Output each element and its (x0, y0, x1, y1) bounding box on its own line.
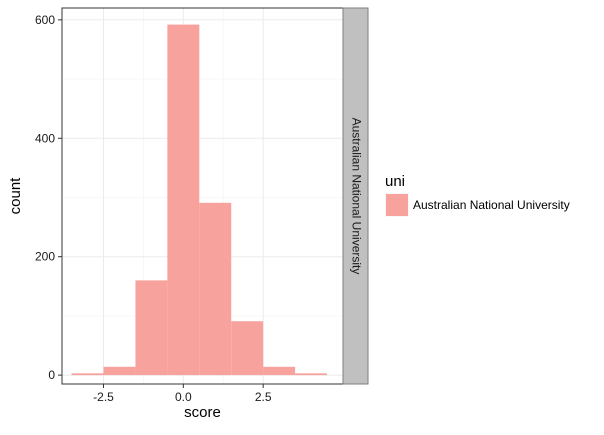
legend-key-swatch (386, 194, 408, 216)
histogram-bar (71, 373, 104, 376)
histogram-bar (295, 373, 328, 376)
histogram-bar (199, 202, 232, 376)
legend-item-label: Australian National University (413, 198, 570, 212)
y-axis-title: count (7, 177, 24, 215)
bars-layer (71, 24, 328, 376)
y-tick-label: 0 (48, 368, 55, 382)
x-axis: -2.5 0.0 2.5 (93, 384, 272, 404)
y-tick-label: 200 (35, 250, 55, 264)
legend: uni Australian National University (384, 173, 570, 218)
histogram-bar (135, 280, 168, 376)
x-tick-label: -2.5 (93, 390, 114, 404)
histogram-bar (263, 366, 296, 376)
histogram-bar (103, 366, 136, 376)
facet-strip-label: Australian National University (349, 118, 363, 275)
x-tick-label: 2.5 (255, 390, 272, 404)
x-tick-label: 0.0 (175, 390, 192, 404)
y-axis: 0 200 400 600 (35, 13, 62, 382)
legend-title: uni (385, 173, 405, 190)
histogram-bar (167, 24, 200, 376)
facet-strip-background (342, 7, 369, 385)
histogram-bar (231, 321, 264, 376)
y-tick-label: 600 (35, 13, 55, 27)
facet-strip: Australian National University (342, 7, 369, 385)
x-axis-title: score (184, 404, 221, 421)
y-tick-label: 400 (35, 131, 55, 145)
